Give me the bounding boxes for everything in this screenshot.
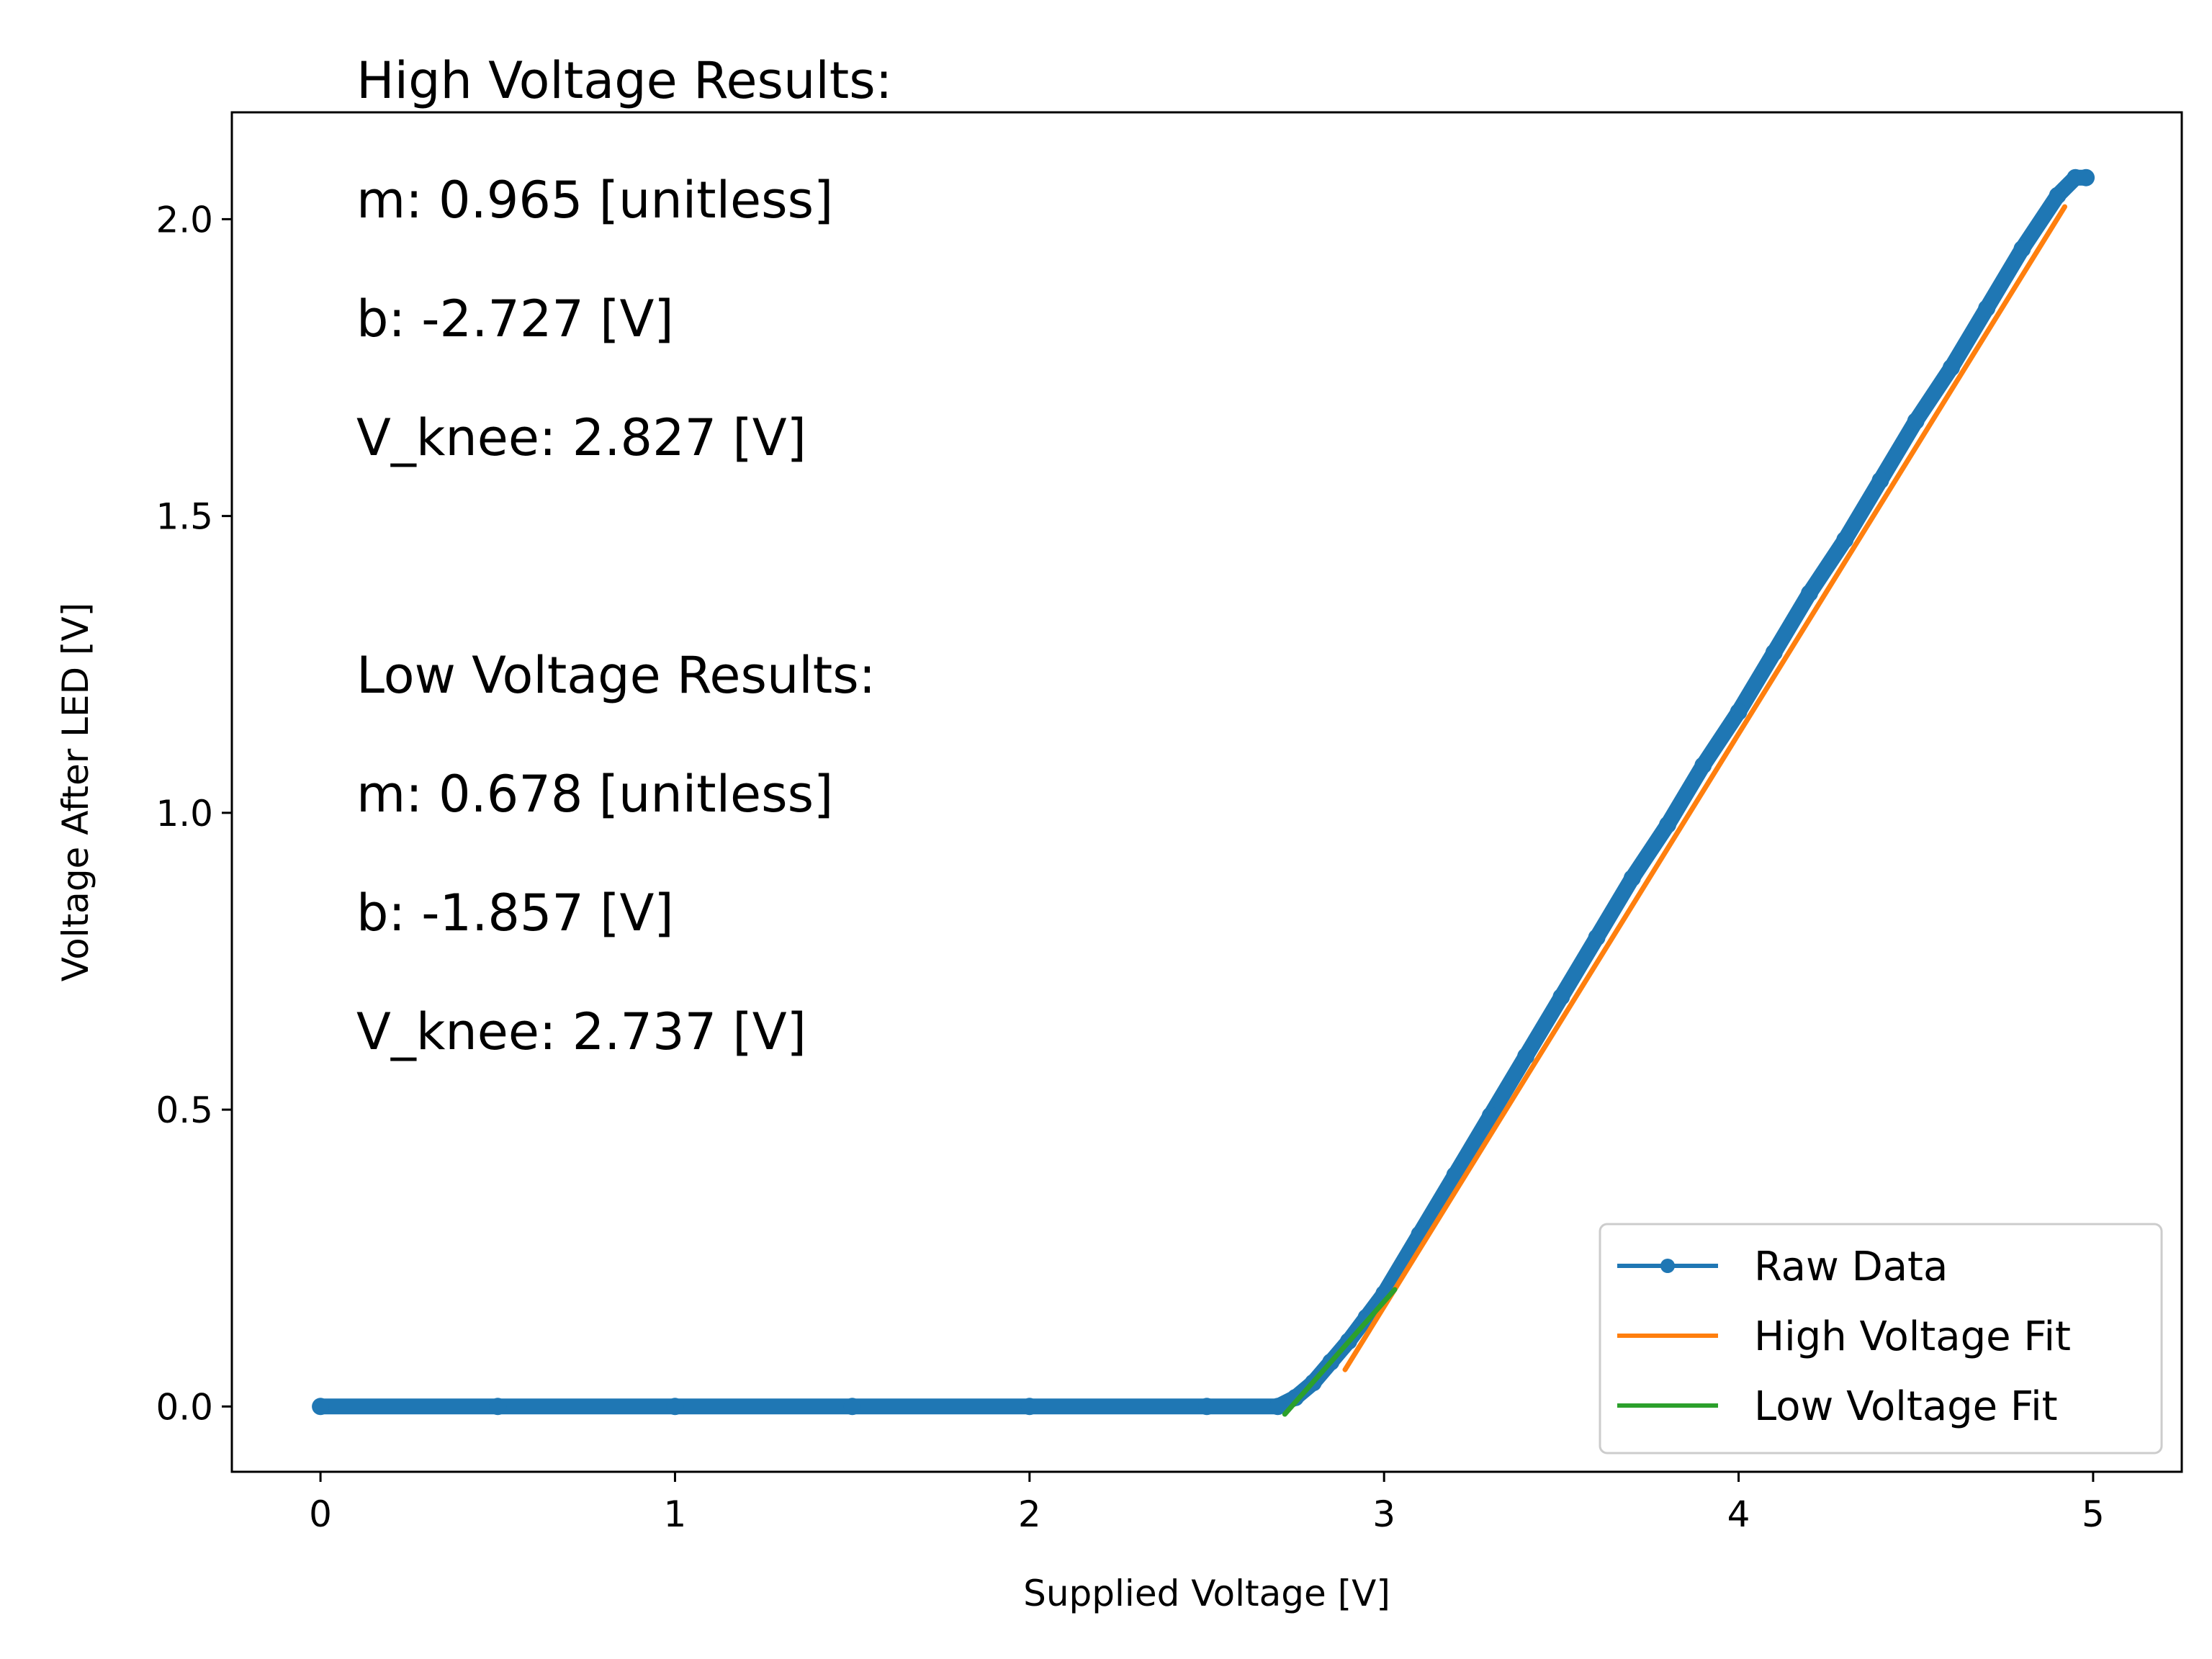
x-tick-label: 5 <box>2082 1493 2105 1535</box>
raw-data-point <box>1198 1398 1215 1416</box>
x-tick-label: 0 <box>309 1493 332 1535</box>
raw-data-point <box>1623 869 1641 887</box>
annotation-high-m: m: 0.965 [unitless] <box>356 171 833 230</box>
raw-data-point <box>1659 816 1677 834</box>
raw-data-point <box>1481 1107 1499 1125</box>
x-ticks: 0 1 2 3 4 5 <box>309 1472 2105 1535</box>
raw-data-point <box>666 1398 684 1416</box>
legend-marker-raw-data <box>1660 1259 1675 1273</box>
y-tick-label: 0.0 <box>156 1386 213 1428</box>
results-annotations: High Voltage Results: m: 0.965 [unitless… <box>356 51 892 1061</box>
y-tick-label: 1.5 <box>156 496 213 538</box>
legend-box <box>1599 1223 2163 1455</box>
raw-data-point <box>489 1398 507 1416</box>
annotation-high-vknee: V_knee: 2.827 [V] <box>356 408 806 467</box>
raw-data-point <box>1517 1047 1535 1065</box>
raw-data-point <box>1269 1398 1287 1416</box>
raw-data-point <box>1287 1388 1305 1406</box>
legend: Raw Data High Voltage Fit Low Voltage Fi… <box>1599 1223 2163 1455</box>
raw-data-point <box>1730 703 1748 721</box>
raw-data-point <box>1871 472 1889 490</box>
raw-data-point <box>2077 168 2095 186</box>
raw-data-point <box>843 1398 861 1416</box>
raw-data-point <box>1801 584 1819 602</box>
y-tick-label: 0.5 <box>156 1089 213 1131</box>
raw-data-point <box>312 1398 330 1416</box>
raw-data-point <box>1020 1398 1038 1416</box>
raw-data-point <box>1588 928 1606 946</box>
series-layer <box>312 168 2095 1417</box>
annotation-low-title: Low Voltage Results: <box>356 646 876 705</box>
raw-data-point <box>1907 412 1925 430</box>
raw-data-point <box>1694 756 1712 774</box>
raw-data-point <box>1978 300 1996 318</box>
legend-label-high-voltage-fit: High Voltage Fit <box>1754 1313 2071 1360</box>
x-tick-label: 2 <box>1018 1493 1041 1535</box>
x-tick-label: 1 <box>664 1493 687 1535</box>
x-axis-label: Supplied Voltage [V] <box>1023 1573 1390 1614</box>
low-voltage-fit-line <box>1282 1287 1398 1417</box>
raw-data-point <box>2013 240 2031 258</box>
raw-data-point <box>1836 531 1854 549</box>
y-ticks: 0.0 0.5 1.0 1.5 2.0 <box>156 199 232 1428</box>
raw-data-point <box>1552 988 1570 1006</box>
raw-data-point <box>2049 186 2067 204</box>
annotation-low-vknee: V_knee: 2.737 [V] <box>356 1002 806 1061</box>
raw-data-point <box>1765 644 1783 662</box>
x-tick-label: 3 <box>1372 1493 1395 1535</box>
high-voltage-fit-line <box>1342 204 2067 1372</box>
raw-data-point <box>1446 1166 1464 1184</box>
y-tick-label: 1.0 <box>156 793 213 835</box>
annotation-high-b: b: -2.727 [V] <box>356 289 674 349</box>
x-tick-label: 4 <box>1727 1493 1750 1535</box>
annotation-high-title: High Voltage Results: <box>356 51 892 110</box>
annotation-low-m: m: 0.678 [unitless] <box>356 765 833 824</box>
annotation-low-b: b: -1.857 [V] <box>356 884 674 943</box>
legend-label-low-voltage-fit: Low Voltage Fit <box>1754 1383 2058 1430</box>
raw-data-point <box>1942 359 1960 377</box>
y-axis-label: Voltage After LED [V] <box>55 603 96 981</box>
legend-label-raw-data: Raw Data <box>1754 1244 1948 1290</box>
y-tick-label: 2.0 <box>156 199 213 240</box>
raw-data-line <box>313 169 2095 1415</box>
